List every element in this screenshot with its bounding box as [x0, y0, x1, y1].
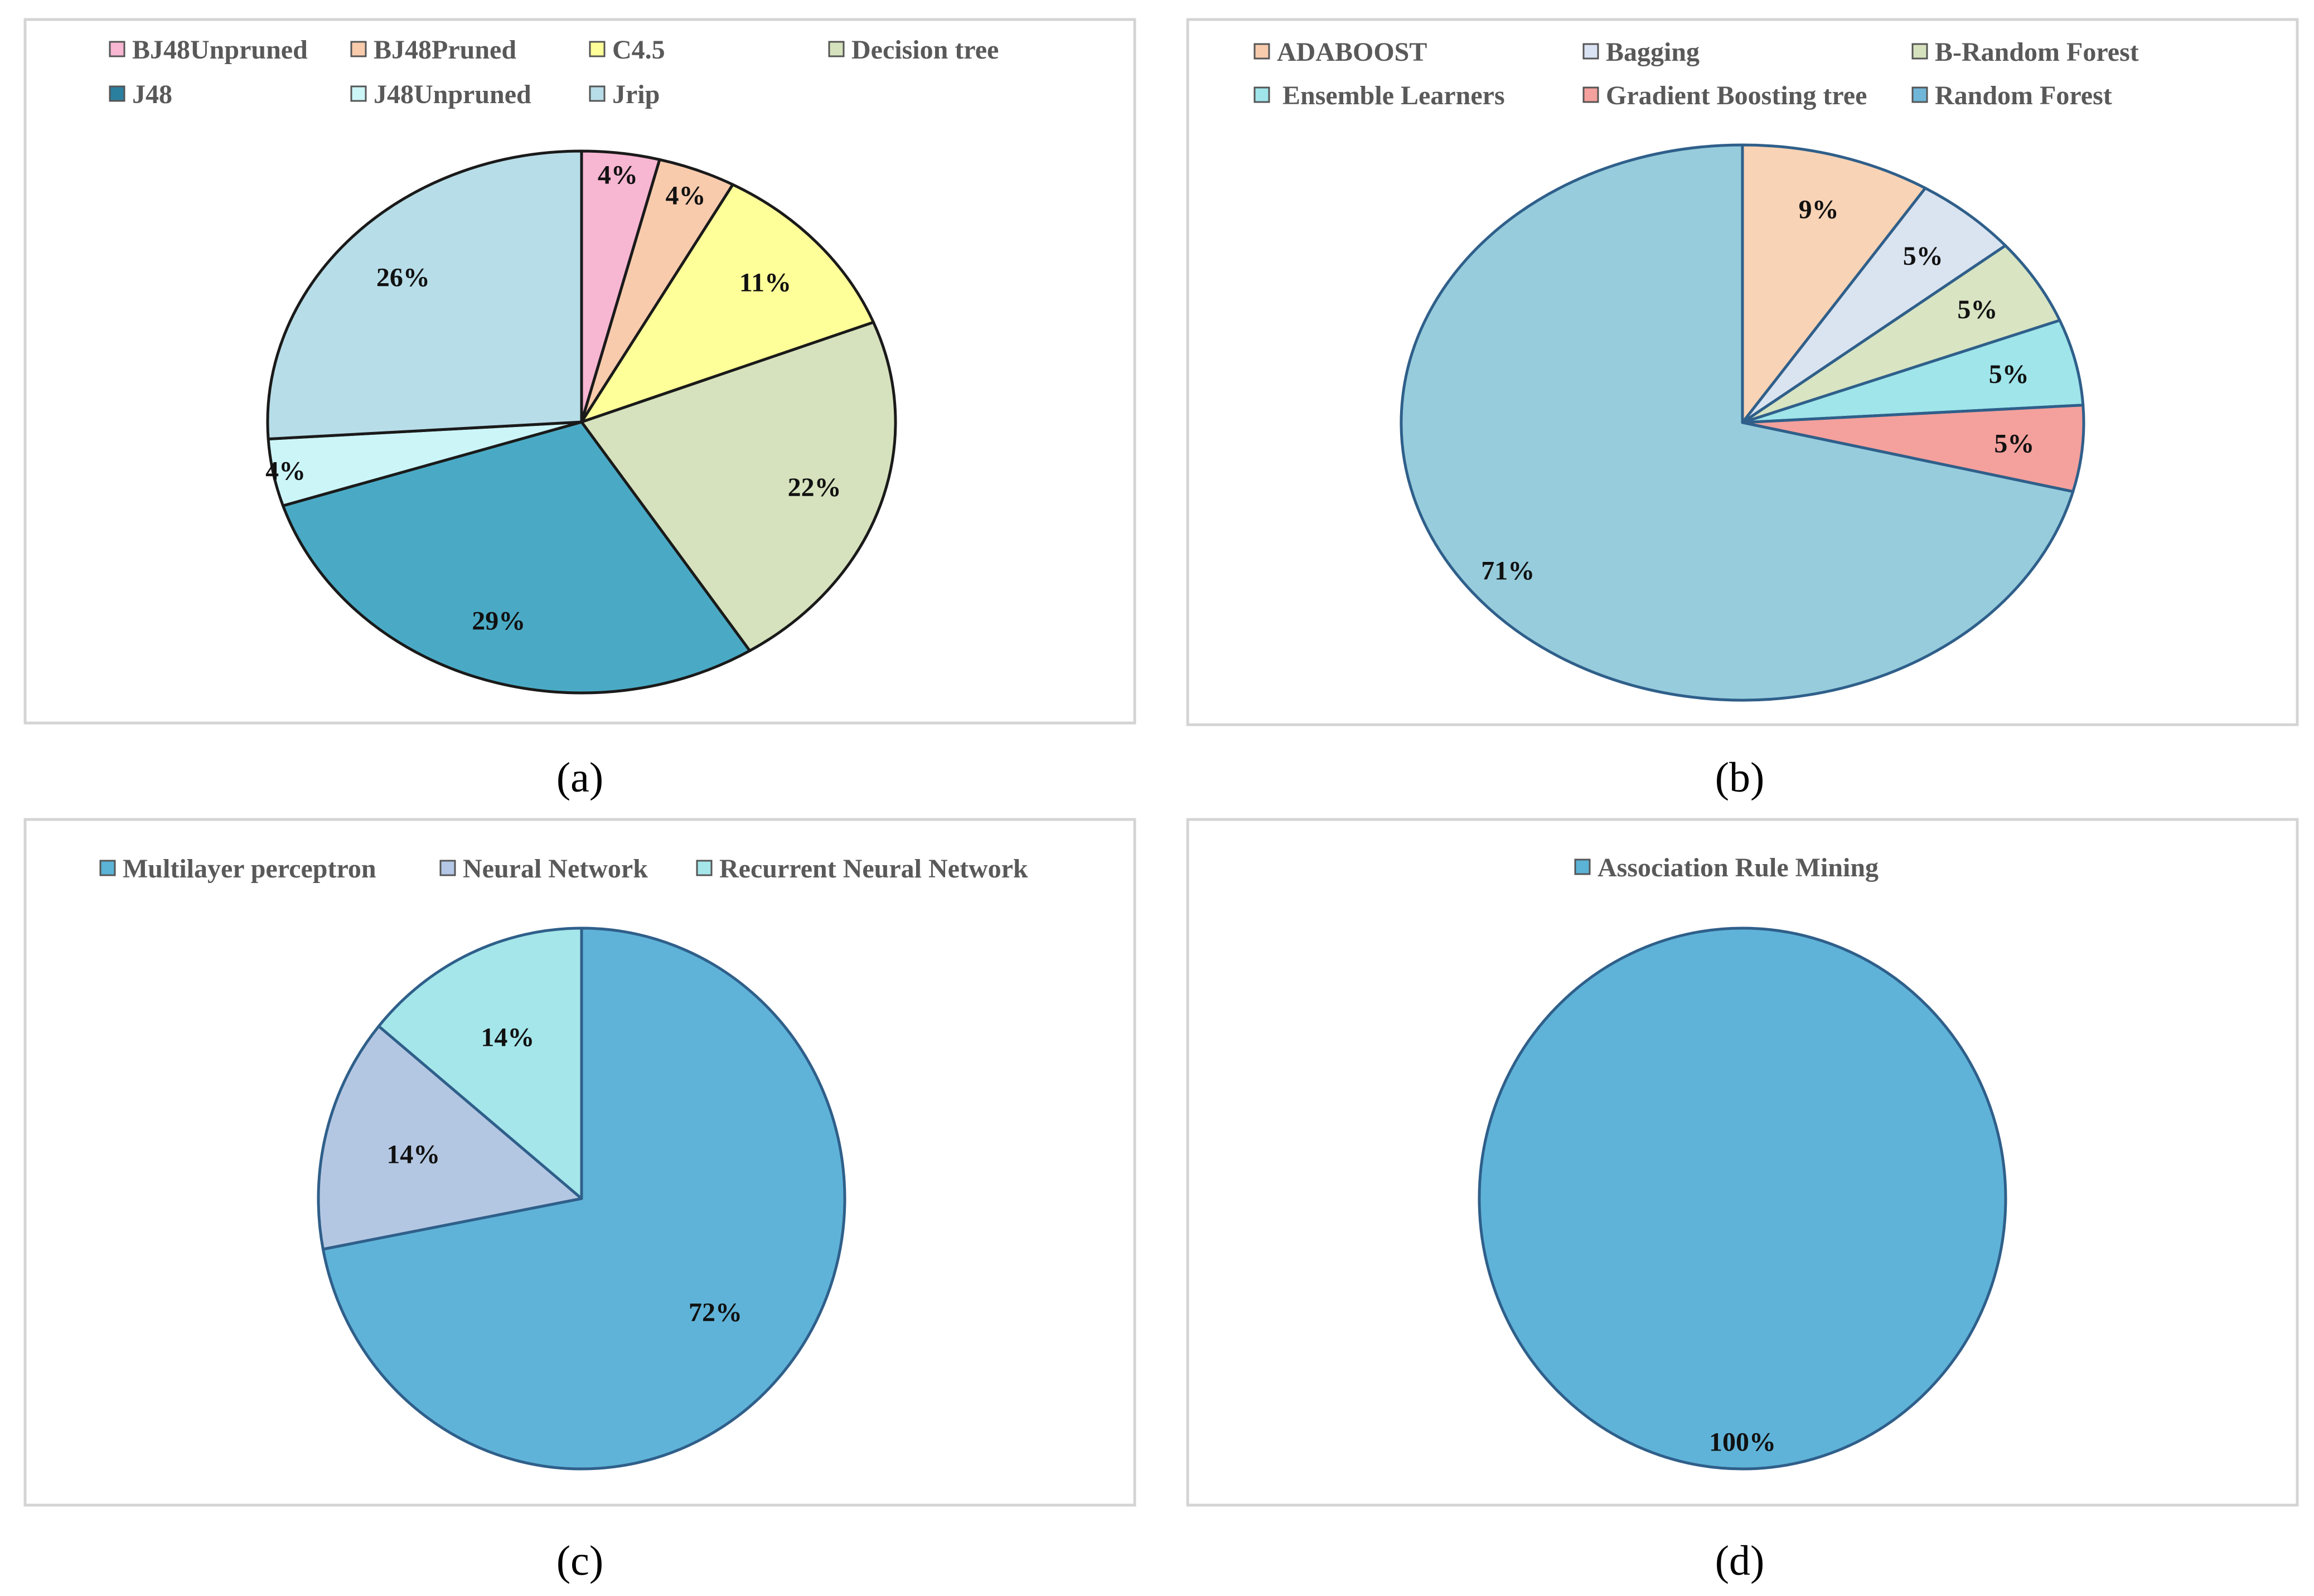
pie-slice-decision-tree [580, 321, 897, 652]
legend-label: BJ48Unpruned [132, 35, 308, 65]
pie-data-label: 5% [1903, 241, 1943, 271]
legend-swatch [1253, 86, 1270, 103]
pie-data-label: 5% [1957, 295, 1997, 324]
pie-data-label: 9% [1799, 195, 1839, 224]
pie-data-label: 5% [1994, 429, 2034, 458]
pie-slice-ensemble-learners [1741, 319, 2085, 424]
legend-item: Recurrent Neural Network [696, 854, 1028, 884]
panel-c-legend: Multilayer perceptron Neural Network Rec… [99, 854, 1028, 884]
pie-data-label: 11% [739, 268, 791, 297]
legend-swatch [1582, 43, 1599, 60]
legend-label: J48 [132, 80, 172, 109]
legend-swatch [589, 41, 606, 57]
pie-slice-random-forest [1400, 143, 2075, 702]
legend-label: Gradient Boosting tree [1606, 81, 1867, 110]
legend-swatch [1574, 858, 1591, 875]
legend-swatch [1582, 86, 1599, 103]
pie-data-label: 71% [1481, 556, 1534, 586]
legend-label: Random Forest [1935, 81, 2112, 110]
legend-item: Multilayer perceptron [99, 854, 376, 884]
panel-a-caption: (a) [556, 754, 603, 801]
pie-slice-c4-5 [580, 183, 875, 424]
legend-swatch [1911, 43, 1928, 60]
pie-data-label: 14% [481, 1022, 534, 1052]
legend-item: BJ48Unpruned [109, 35, 308, 65]
legend-item: J48 [109, 80, 172, 109]
legend-item: Ensemble Learners [1253, 81, 1505, 110]
pie-data-label: 4% [666, 181, 706, 210]
legend-item: Jrip [589, 80, 660, 109]
pie-slice-gradient-boosting-tree [1741, 404, 2085, 493]
pie-data-label: 26% [376, 263, 430, 293]
legend-item: Random Forest [1911, 81, 2112, 110]
pie-slice-association-rule-mining [1478, 926, 2007, 1471]
pie-slice-b-random-forest [1741, 244, 2061, 424]
pie-slice-bagging [1741, 187, 2007, 424]
panel-c: Multilayer perceptron Neural Network Rec… [23, 818, 1136, 1584]
panel-a-legend: BJ48Unpruned BJ48Pruned C4.5 Decision tr… [109, 35, 999, 109]
pie-data-label: 5% [1989, 360, 2029, 389]
panel-d-legend: Association Rule Mining [1574, 853, 1879, 882]
pie-data-label: 72% [689, 1298, 742, 1327]
legend-item: B-Random Forest [1911, 37, 2139, 67]
panel-d-caption: (d) [1715, 1537, 1765, 1584]
legend-label: Ensemble Learners [1282, 81, 1505, 110]
legend-label: Multilayer perceptron [123, 854, 376, 884]
panel-c-caption: (c) [556, 1537, 603, 1584]
legend-swatch [99, 860, 116, 876]
legend-label: Neural Network [463, 854, 648, 884]
legend-swatch [439, 860, 456, 876]
legend-item: J48Unpruned [350, 80, 531, 109]
pie-slice-jrip [266, 149, 583, 441]
pie-d: 100% [1478, 926, 2007, 1471]
legend-swatch [589, 85, 606, 102]
legend-label: Bagging [1606, 37, 1700, 67]
panel-a: BJ48Unpruned BJ48Pruned C4.5 Decision tr… [23, 18, 1136, 801]
legend-swatch [109, 41, 125, 57]
pie-data-label: 100% [1709, 1428, 1776, 1457]
panel-b-legend: ADABOOST Bagging B-Random Forest Ensembl… [1253, 37, 2139, 110]
legend-swatch [350, 85, 367, 102]
legend-label: Jrip [612, 80, 660, 109]
legend-label: BJ48Pruned [374, 35, 516, 65]
legend-swatch [350, 41, 367, 57]
pie-b: 9% 5% 5% 5% 5% 71% [1400, 143, 2085, 702]
legend-label: C4.5 [612, 35, 665, 65]
pie-data-label: 4% [265, 456, 306, 486]
legend-label: Association Rule Mining [1597, 853, 1879, 882]
legend-item: BJ48Pruned [350, 35, 516, 65]
panel-b-caption: (b) [1715, 754, 1765, 801]
legend-item: Bagging [1582, 37, 1700, 67]
pie-c: 72% 14% 14% [317, 926, 846, 1471]
legend-label: Recurrent Neural Network [719, 854, 1028, 884]
legend-item: Association Rule Mining [1574, 853, 1879, 882]
legend-swatch [109, 85, 125, 102]
legend-item: C4.5 [589, 35, 665, 65]
legend-label: J48Unpruned [374, 80, 531, 109]
legend-label: Decision tree [851, 35, 999, 65]
pie-slice-j48 [282, 420, 752, 695]
pie-data-label: 29% [472, 607, 525, 636]
pie-slice-adaboost [1741, 143, 1927, 424]
legend-label: ADABOOST [1277, 37, 1427, 67]
legend-swatch [1911, 86, 1928, 103]
legend-item: Neural Network [439, 854, 648, 884]
legend-item: Gradient Boosting tree [1582, 81, 1867, 110]
pie-data-label: 14% [386, 1139, 440, 1169]
legend-swatch [696, 860, 713, 876]
pie-data-label: 22% [788, 473, 841, 502]
legend-swatch [1253, 43, 1270, 60]
legend-item: ADABOOST [1253, 37, 1427, 67]
pie-data-label: 4% [598, 160, 638, 190]
legend-label: B-Random Forest [1935, 37, 2139, 67]
pie-slice-recurrent-neural-network [377, 926, 583, 1200]
panel-d: Association Rule Mining 100% (d) [1186, 818, 2299, 1584]
legend-item: Decision tree [828, 35, 999, 65]
pie-slice-neural-network [317, 1025, 583, 1251]
panel-b: ADABOOST Bagging B-Random Forest Ensembl… [1186, 18, 2299, 801]
pie-slice-multilayer-perceptron [321, 926, 846, 1471]
pie-a: 4% 4% 11% 22% 29% 4% 26% [265, 149, 897, 695]
legend-swatch [828, 41, 845, 57]
